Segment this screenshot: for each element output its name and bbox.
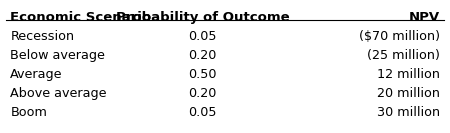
Text: 0.20: 0.20 bbox=[189, 87, 217, 100]
Text: NPV: NPV bbox=[409, 11, 440, 24]
Text: Below average: Below average bbox=[10, 49, 105, 62]
Text: Above average: Above average bbox=[10, 87, 107, 100]
Text: 0.20: 0.20 bbox=[189, 49, 217, 62]
Text: 0.05: 0.05 bbox=[189, 106, 217, 119]
Text: Economic Scenario: Economic Scenario bbox=[10, 11, 152, 24]
Text: Boom: Boom bbox=[10, 106, 47, 119]
Text: ($70 million): ($70 million) bbox=[359, 30, 440, 43]
Text: 30 million: 30 million bbox=[377, 106, 440, 119]
Text: (25 million): (25 million) bbox=[367, 49, 440, 62]
Text: Recession: Recession bbox=[10, 30, 74, 43]
Text: 0.05: 0.05 bbox=[189, 30, 217, 43]
Text: 12 million: 12 million bbox=[377, 68, 440, 81]
Text: 20 million: 20 million bbox=[377, 87, 440, 100]
Text: Average: Average bbox=[10, 68, 63, 81]
Text: Probability of Outcome: Probability of Outcome bbox=[116, 11, 289, 24]
Text: 0.50: 0.50 bbox=[189, 68, 217, 81]
